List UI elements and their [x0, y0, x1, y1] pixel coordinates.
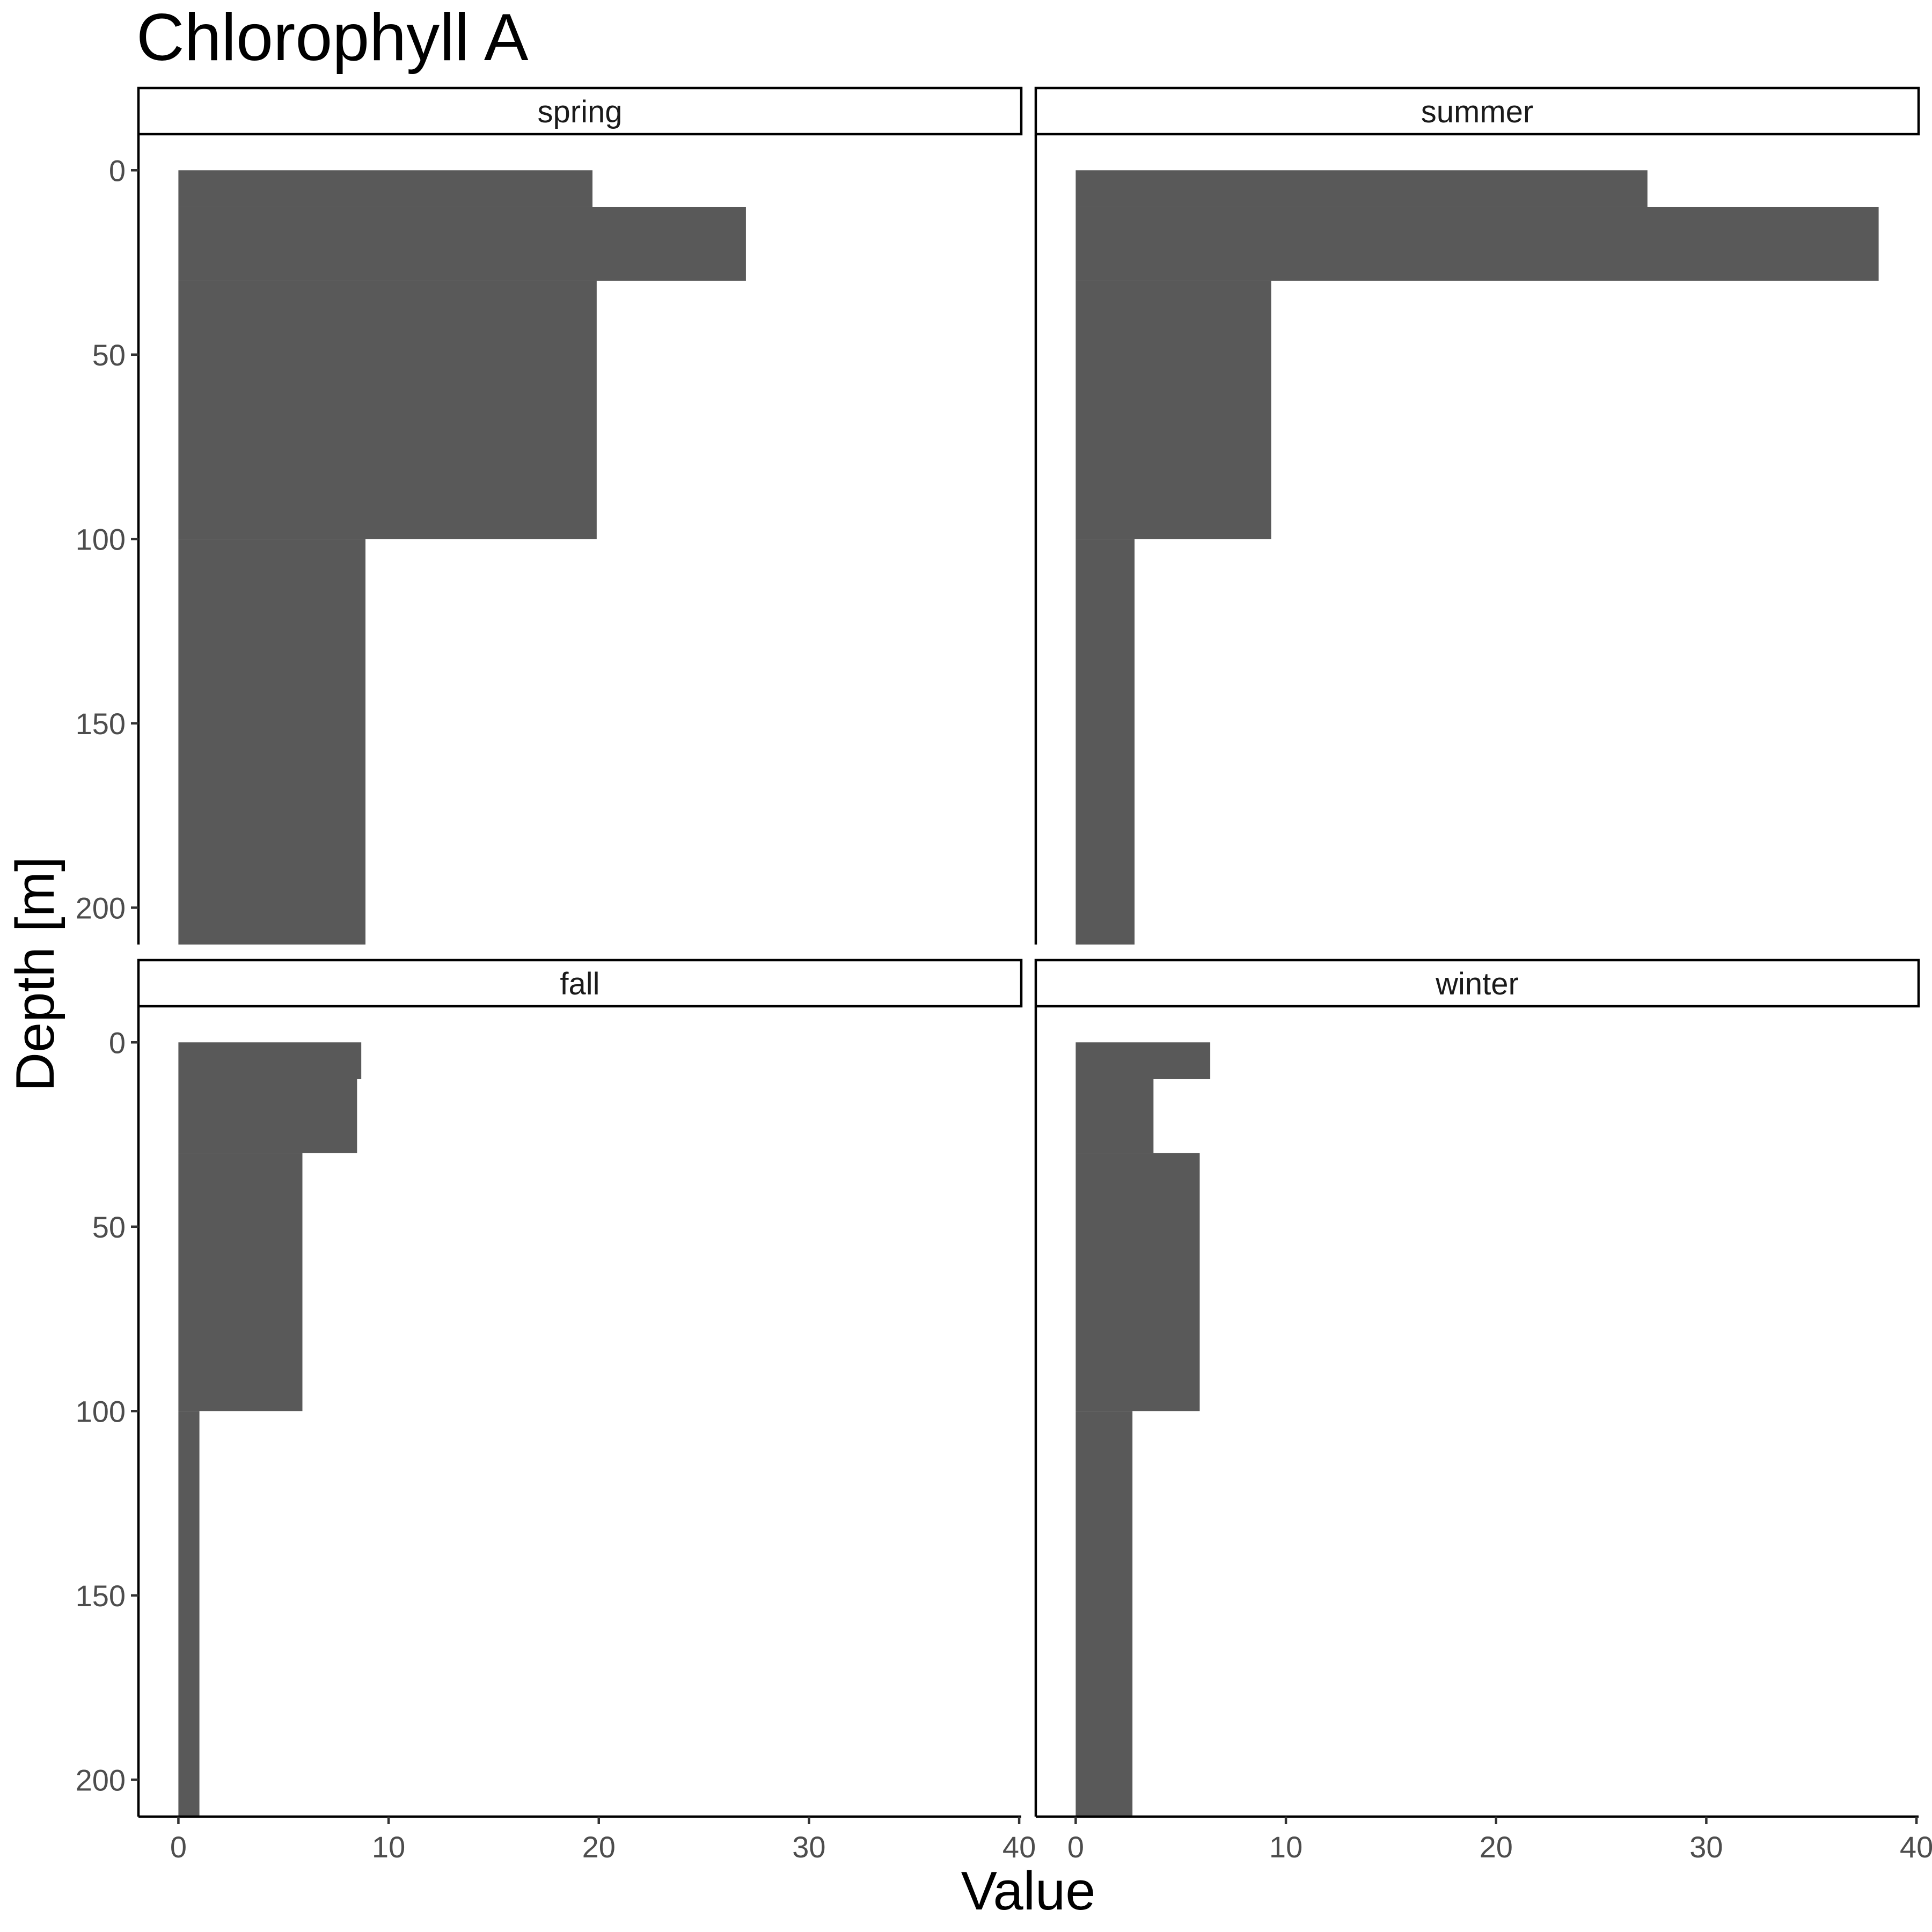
x-tick-label: 30: [1689, 1830, 1723, 1864]
bar: [178, 1079, 357, 1153]
chart-title: Chlorophyll A: [136, 1, 529, 75]
bar: [1075, 539, 1135, 945]
x-axis-title: Value: [961, 1861, 1096, 1921]
bar: [1075, 207, 1879, 281]
x-tick-label: 0: [1067, 1830, 1084, 1864]
x-tick-label: 10: [372, 1830, 405, 1864]
facet-strip-label: summer: [1421, 94, 1533, 129]
x-tick-label: 10: [1269, 1830, 1302, 1864]
facet-strip-label: fall: [560, 967, 599, 1001]
y-tick-label: 50: [92, 338, 126, 372]
facet-panel-summer: summer: [1034, 86, 1920, 945]
bar: [178, 207, 746, 281]
y-tick-label: 100: [76, 522, 126, 556]
bar: [178, 1411, 200, 1817]
y-tick-label: 50: [92, 1210, 126, 1244]
y-tick-label: 150: [76, 707, 126, 741]
x-tick-label: 0: [170, 1830, 187, 1864]
y-tick-label: 0: [109, 153, 126, 187]
facet-panel-spring: spring 0 50 100 150 200: [76, 86, 1023, 945]
bar: [178, 281, 597, 539]
x-tick-label: 40: [1002, 1830, 1036, 1864]
y-tick-label: 200: [76, 891, 126, 925]
y-tick-label: 0: [109, 1026, 126, 1059]
bar: [1075, 281, 1271, 539]
facet-strip: [137, 958, 1023, 1008]
facet-panel-winter: winter 0 10 20 30 40: [1034, 958, 1932, 1864]
bar: [178, 1042, 362, 1079]
y-tick-label: 200: [76, 1763, 126, 1797]
bar: [178, 1153, 303, 1411]
facet-panel-fall: fall 0 50 100 150 200 0 10 20 30 40: [76, 958, 1036, 1864]
x-tick-label: 30: [792, 1830, 825, 1864]
y-axis-title: Depth [m]: [5, 857, 65, 1092]
bar: [1075, 170, 1648, 207]
facet-panels: spring050100150200summerfall050100150200…: [76, 86, 1932, 1864]
x-tick-label: 40: [1900, 1830, 1932, 1864]
y-tick-label: 150: [76, 1579, 126, 1613]
facet-strip: [1034, 958, 1920, 1008]
facet-strip-label: spring: [538, 94, 623, 129]
facet-strip: [137, 86, 1023, 136]
x-tick-label: 20: [1480, 1830, 1513, 1864]
bar: [178, 539, 365, 945]
bar: [1075, 1042, 1211, 1079]
bar: [1075, 1079, 1154, 1153]
facet-strip-label: winter: [1435, 967, 1519, 1001]
bar: [1075, 1153, 1200, 1411]
x-tick-label: 20: [582, 1830, 616, 1864]
y-tick-label: 100: [76, 1394, 126, 1428]
facet-strip: [1034, 86, 1920, 136]
bar: [178, 170, 593, 207]
bar: [1075, 1411, 1133, 1817]
